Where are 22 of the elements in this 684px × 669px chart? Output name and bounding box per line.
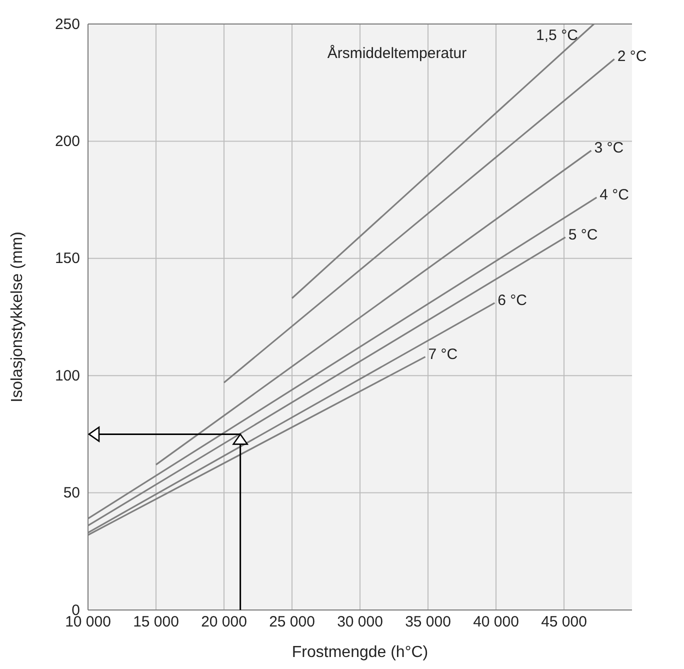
series-label: 5 °C [568, 226, 598, 244]
series-label: 1,5 °C [536, 27, 578, 44]
series-label: 3 °C [594, 140, 624, 157]
y-tick-label: 50 [63, 484, 80, 502]
x-tick-label: 45 000 [541, 614, 587, 631]
series-label: 2 °C [617, 48, 647, 66]
x-tick-label: 35 000 [405, 614, 451, 631]
x-tick-label: 25 000 [269, 614, 315, 631]
x-tick-label: 15 000 [133, 614, 179, 631]
x-tick-label: 30 000 [337, 614, 383, 631]
y-tick-label: 250 [54, 16, 80, 33]
x-tick-label: 40 000 [473, 614, 519, 631]
legend-title: Årsmiddeltemperatur [327, 44, 467, 62]
y-axis-title: Isolasjonstykkelse (mm) [9, 232, 26, 402]
y-tick-label: 200 [54, 133, 80, 150]
y-tick-label: 100 [54, 367, 80, 384]
series-label: 6 °C [498, 292, 528, 309]
x-tick-label: 20 000 [201, 614, 247, 631]
series-label: 7 °C [428, 346, 458, 363]
x-axis-title: Frostmengde (h°C) [292, 644, 428, 661]
series-label: 4 °C [600, 186, 630, 204]
y-tick-label: 150 [54, 250, 80, 268]
